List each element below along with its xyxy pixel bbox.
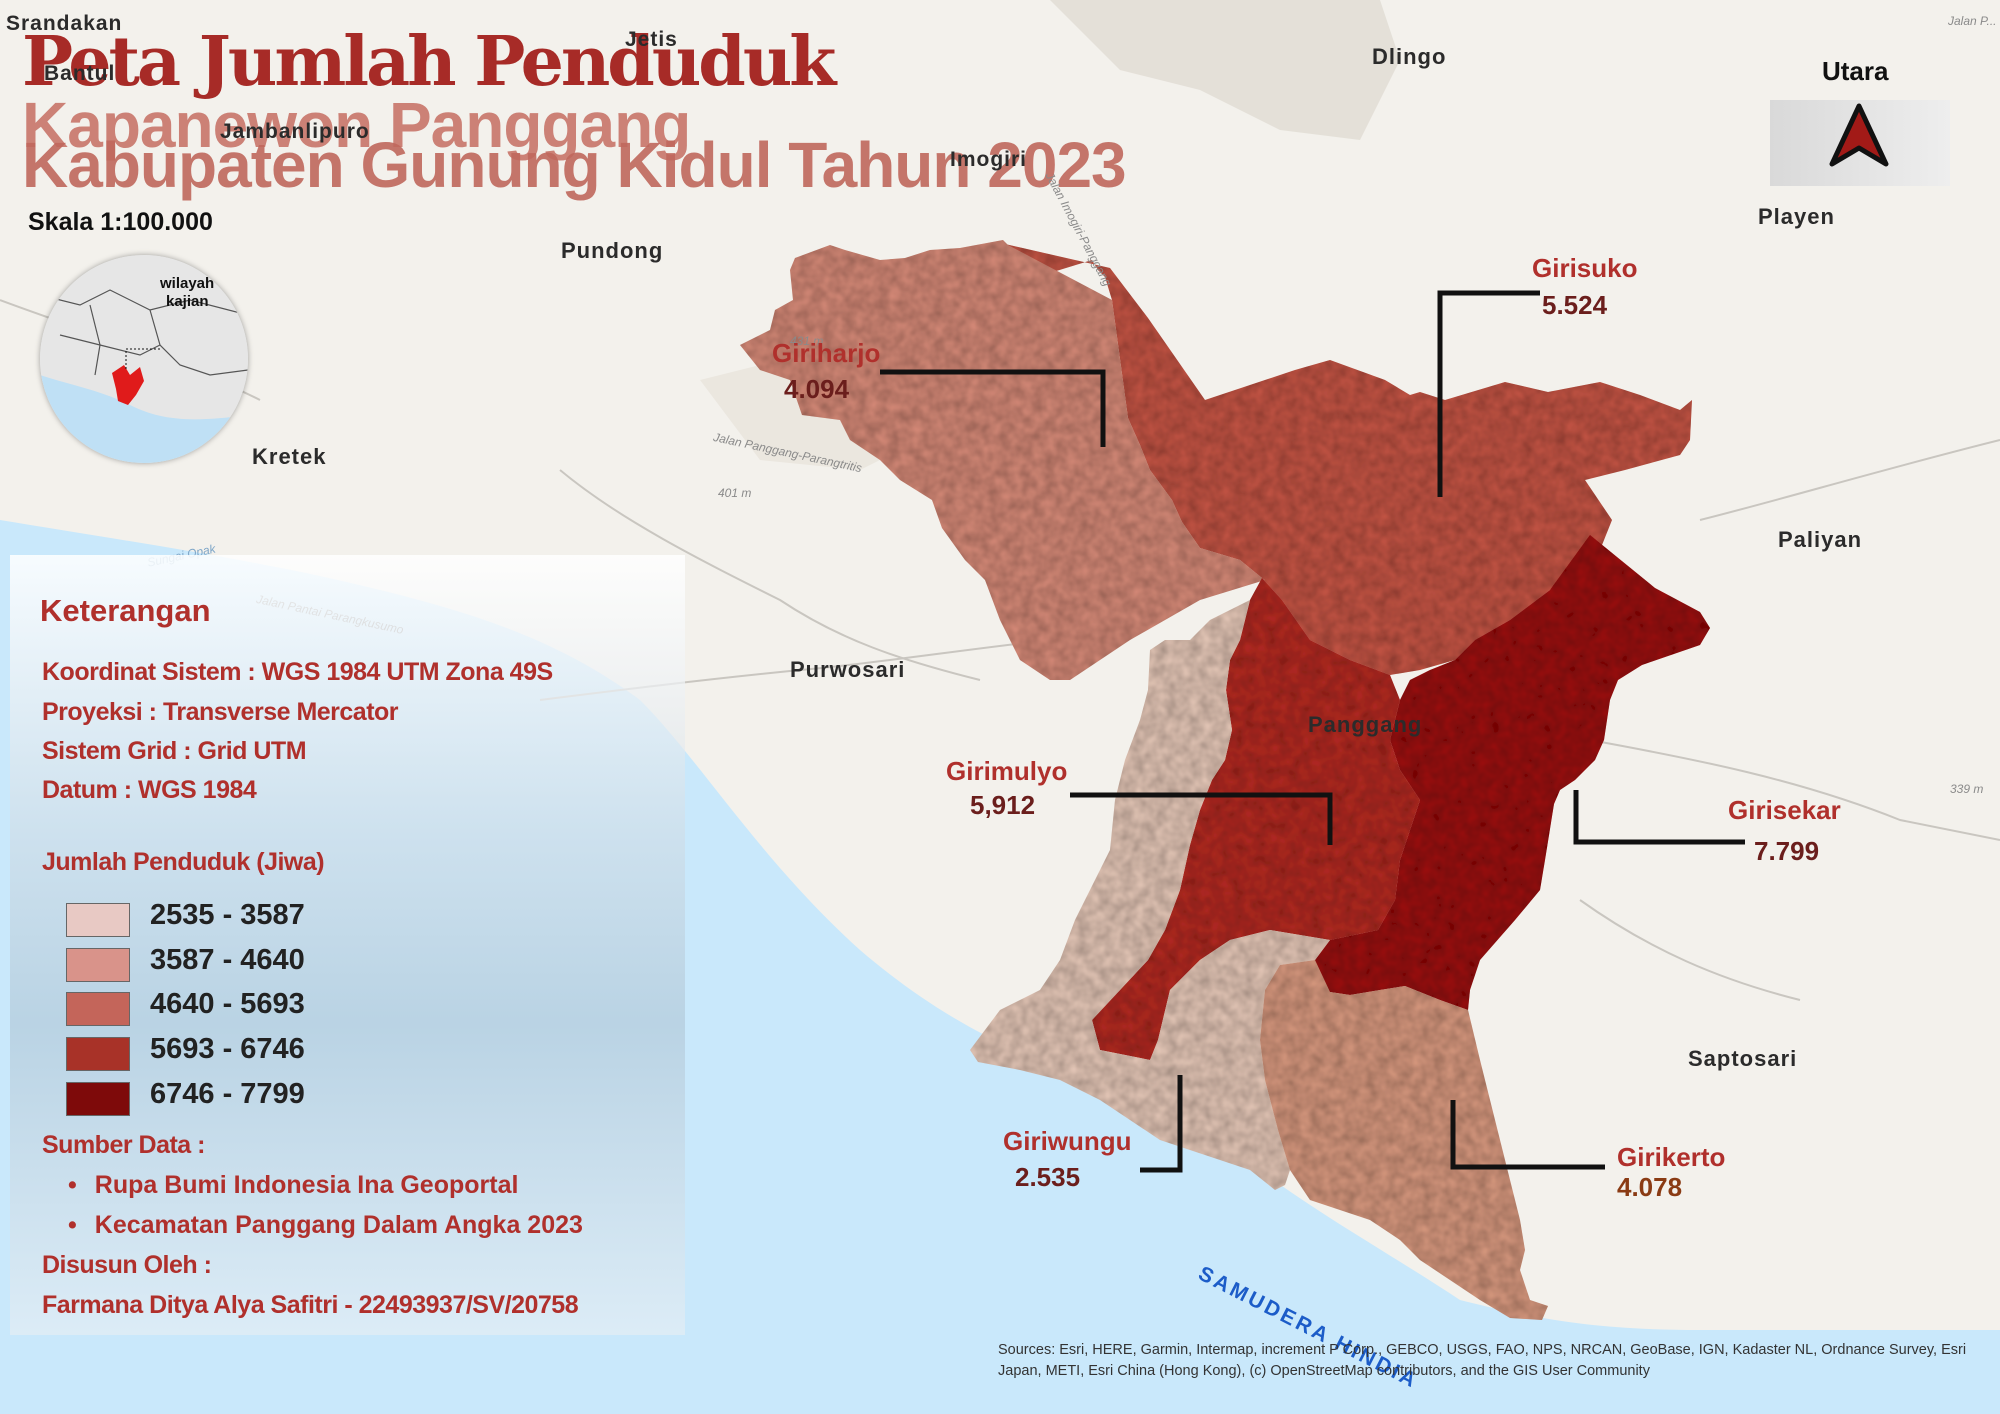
inset-boundaries [40,289,248,376]
region-girikerto[interactable] [1260,960,1548,1320]
legend-swatch-2 [66,948,130,982]
north-arrow-panel [1770,100,1950,186]
legend-heading: Keterangan [40,593,211,628]
callout-girikerto [1450,1100,1605,1170]
callout-girisekar [1573,790,1745,845]
map-subtitle-1: Kapanewon Panggang [22,89,691,161]
legend-author-heading: Disusun Oleh : [42,1251,212,1279]
north-label: Utara [1822,56,1889,86]
region-girisuko[interactable] [1005,244,1692,675]
elevation-2: 401 m [718,486,752,500]
village-value-girisekar: 7.799 [1754,836,1820,866]
region-girimulyo[interactable] [1092,578,1420,1060]
map-subtitle-2: Kabupaten Gunung Kidul Tahun 2023 [22,129,1127,201]
legend-class-4: 5693 - 6746 [150,1033,305,1065]
village-name-giriwungu: Giriwungu [1003,1126,1132,1156]
village-name-giriharjo: Giriharjo [772,338,881,368]
legend-author: Farmana Ditya Alya Safitri - 22493937/SV… [42,1291,579,1319]
place-jetis: Jetis [625,28,678,51]
place-bantul: Bantul [44,62,116,85]
legend-class-1: 2535 - 3587 [150,899,305,931]
legend-projection: Proyeksi : Transverse Mercator [42,698,399,726]
village-name-girikerto: Girikerto [1617,1142,1726,1172]
place-playen: Playen [1758,204,1835,229]
legend-swatch-3 [66,992,130,1026]
legend-population-heading: Jumlah Penduduk (Jiwa) [42,848,325,876]
legend-swatch-4 [66,1037,130,1071]
north-arrow-icon [1829,103,1889,167]
elevation-3: 339 m [1950,782,1984,796]
legend-class-2: 3587 - 4640 [150,944,305,976]
place-imogiri: Imogiri [950,148,1028,171]
village-value-girimulyo: 5,912 [970,790,1036,820]
legend-source-1: Rupa Bumi Indonesia Ina Geoportal [68,1171,519,1200]
callout-giriharjo [880,369,1106,447]
legend-swatch-5 [66,1082,130,1116]
inset-pointer [125,348,160,369]
inset-label-line2: kajian [166,293,209,310]
map-scale: Skala 1:100.000 [28,208,213,236]
region-girisekar[interactable] [1315,535,1710,1010]
region-giriwungu[interactable] [970,600,1330,1190]
village-value-girikerto: 4.078 [1617,1172,1683,1202]
callout-lines [880,290,1745,1173]
village-name-girisekar: Girisekar [1728,795,1841,825]
village-name-girisuko: Girisuko [1532,253,1638,283]
village-value-girisuko: 5.524 [1542,290,1608,320]
village-value-giriwungu: 2.535 [1015,1162,1081,1192]
place-jalan-partial: Jalan P... [1948,14,1997,28]
callout-girimulyo [1070,792,1333,845]
hill-shade [1050,0,1400,140]
legend-grid-system: Sistem Grid : Grid UTM [42,737,307,765]
place-jambanlipuro: Jambanlipuro [220,120,370,143]
legend-datum: Datum : WGS 1984 [42,776,257,804]
place-dlingo: Dlingo [1372,44,1447,69]
legend-sources-heading: Sumber Data : [42,1131,205,1159]
elevation-1: 431 m [790,334,824,348]
legend-swatch-1 [66,903,130,937]
village-value-giriharjo: 4.094 [784,374,850,404]
inset-map-graphic [40,255,248,463]
map-title: Peta Jumlah Penduduk [22,22,836,102]
legend-class-3: 4640 - 5693 [150,988,305,1020]
place-saptosari: Saptosari [1688,1046,1798,1071]
place-kretek: Kretek [252,444,327,469]
legend-class-5: 6746 - 7799 [150,1078,305,1110]
place-purwosari: Purwosari [790,657,906,682]
place-srandakan: Srandakan [6,12,123,35]
inset-sea [40,375,248,463]
region-giriharjo[interactable] [740,240,1265,680]
place-paliyan: Paliyan [1778,527,1863,552]
inset-label-line1: wilayah [160,275,215,292]
place-pundong: Pundong [561,238,664,263]
inset-label: wilayah kajian [160,275,214,311]
inset-locator-map: wilayah kajian [40,255,248,463]
village-name-girimulyo: Girimulyo [946,756,1068,786]
legend-coordinate-system: Koordinat Sistem : WGS 1984 UTM Zona 49S [42,658,553,686]
legend-source-2: Kecamatan Panggang Dalam Angka 2023 [68,1211,583,1240]
legend-panel: Keterangan Koordinat Sistem : WGS 1984 U… [10,555,685,1335]
callout-giriwungu [1140,1075,1183,1173]
place-panggang: Panggang [1308,712,1423,737]
attribution-credits: Sources: Esri, HERE, Garmin, Intermap, i… [998,1342,1967,1379]
callout-girisuko [1437,290,1540,497]
inset-study-area [112,365,144,405]
